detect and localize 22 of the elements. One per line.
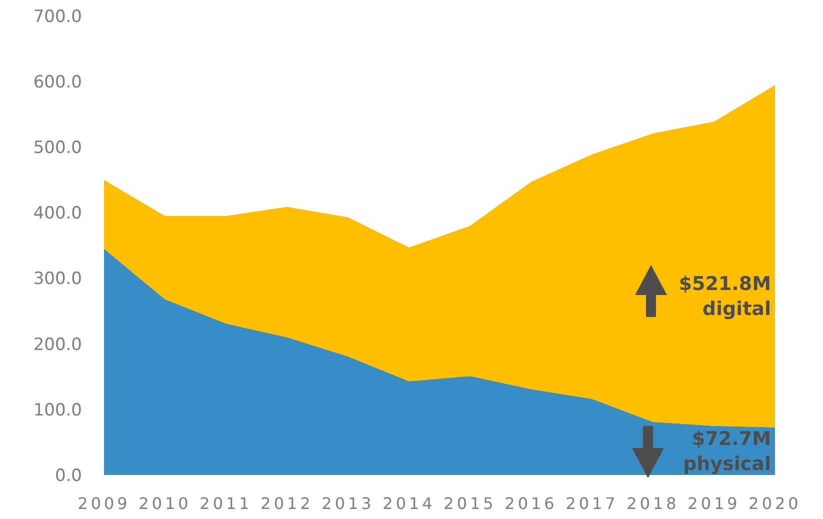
y-tick-label: 300.0: [33, 269, 82, 290]
y-tick-label: 700.0: [33, 6, 82, 27]
annotation: $521.8M digital: [678, 273, 771, 320]
x-tick-label: 2019: [688, 494, 740, 513]
x-tick-label: 2016: [504, 494, 558, 513]
x-tick-label: 2017: [566, 494, 618, 513]
y-tick-label: 200.0: [33, 334, 82, 355]
y-tick-label: 100.0: [33, 400, 82, 420]
x-tick-label: 2020: [748, 494, 802, 513]
y-tick-label: 600.0: [33, 72, 82, 93]
annotation: $72.7M physical: [683, 428, 771, 475]
x-tick-label: 2015: [444, 494, 496, 513]
x-tick-label: 2013: [322, 494, 374, 513]
x-tick-label: 2012: [260, 494, 314, 513]
x-tick-label: 2010: [138, 494, 192, 513]
x-tick-label: 2011: [200, 494, 252, 513]
y-tick-label: 0.0: [54, 466, 82, 486]
y-tick-label: 400.0: [33, 204, 82, 224]
x-tick-label: 2018: [626, 494, 680, 513]
x-tick-label: 2014: [382, 494, 436, 513]
x-tick-label: 2009: [78, 494, 130, 513]
y-tick-label: 500.0: [33, 138, 82, 158]
